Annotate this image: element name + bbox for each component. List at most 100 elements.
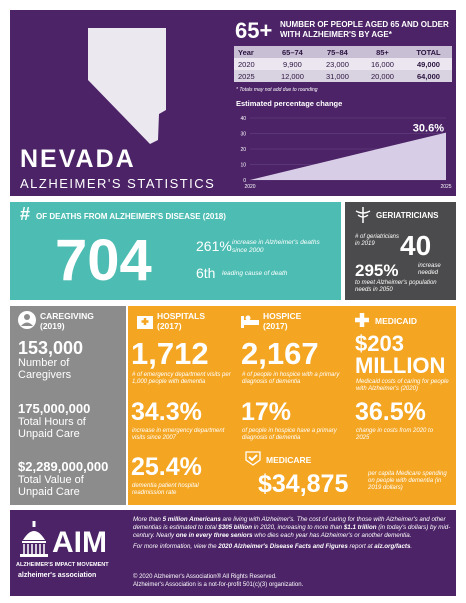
services-panel xyxy=(128,306,456,505)
text-run: 5 million Americans xyxy=(162,516,221,523)
hospice-icon xyxy=(241,315,259,328)
table-cell: 49,000 xyxy=(417,59,440,69)
footer-text: More than 5 million Americans are living… xyxy=(133,516,451,554)
deaths-rank-text: leading cause of death xyxy=(222,270,288,277)
footer-panel xyxy=(10,510,456,596)
hospice-stat-label: # of people in hospice with a primary di… xyxy=(242,372,340,385)
paragraph: For more information, view the 2020 Alzh… xyxy=(133,543,451,551)
text-run: More than xyxy=(133,516,163,523)
table-cell: 16,000 xyxy=(370,59,394,69)
table-row: 2025 12,000 31,000 20,000 64,000 xyxy=(234,70,452,82)
deaths-title: OF DEATHS FROM ALZHEIMER'S DISEASE (2018… xyxy=(36,212,226,221)
text-run: are living with Alzheimer's. The cost of… xyxy=(133,516,446,531)
medicaid-value: $203 xyxy=(355,331,404,356)
geriatricians-increase: 295% xyxy=(355,261,399,280)
end-label: 30.6% xyxy=(413,123,444,135)
y-tick-label: 0 xyxy=(243,178,246,184)
medicaid-icon xyxy=(355,313,369,327)
caregiving-title: CAREGIVING (2019) xyxy=(40,311,94,331)
text-run: who dies each year has Alzheimer's or an… xyxy=(252,532,412,539)
y-tick-label: 40 xyxy=(240,116,246,122)
deaths-panel xyxy=(10,202,341,300)
hospitals-year: (2017) xyxy=(157,321,182,331)
caduceus-icon xyxy=(355,207,371,223)
text-run: $305 billion xyxy=(218,524,252,531)
hospice-year: (2017) xyxy=(263,321,288,331)
caregiving-stat-label: Number of Caregivers xyxy=(18,357,72,381)
nevada-outline xyxy=(88,28,166,144)
deaths-rank: 6th xyxy=(196,265,216,281)
age-title: NUMBER OF PEOPLE AGED 65 AND OLDER WITH … xyxy=(280,20,449,39)
association: alzheimer's association xyxy=(18,572,97,579)
table-cell: 23,000 xyxy=(325,59,349,69)
hospitals-stat-label: dementia patient hospital readmission ra… xyxy=(132,483,199,496)
hospital-icon xyxy=(137,316,153,329)
medicaid-title: MEDICAID xyxy=(375,316,418,326)
caregiving-icon xyxy=(18,311,36,329)
medicare-title: MEDICARE xyxy=(266,455,312,465)
text-run: (in today's dollars) by mid-century. Nea… xyxy=(133,524,451,539)
table-cell: 2020 xyxy=(238,59,255,69)
medicare-text: per capita Medicare spending on people w… xyxy=(368,471,447,491)
age-table: Year 65–74 75–84 85+ TOTAL 2020 9,900 23,000 16,… xyxy=(234,46,452,82)
state-shape xyxy=(88,28,166,144)
capitol-icon xyxy=(20,521,48,557)
change-chart: 0 10 20 30 40 2020 2025 30.6% xyxy=(240,116,451,190)
medicaid-value-text: Medicaid costs of caring for people with… xyxy=(356,379,449,392)
x-tick-label: 2020 xyxy=(244,184,255,190)
table-header-cell: TOTAL xyxy=(416,47,441,57)
table-cell: 20,000 xyxy=(370,71,394,81)
hospice-title: HOSPICE (2017) xyxy=(263,311,301,331)
hospitals-stat-value: 25.4% xyxy=(131,453,202,481)
geriatricians-count: 40 xyxy=(400,230,432,261)
text-run: alz.org/facts xyxy=(374,543,411,550)
caregiving-year: (2019) xyxy=(40,321,65,331)
table-cell: 64,000 xyxy=(417,71,440,81)
caregiving-title-text: CAREGIVING xyxy=(40,311,94,321)
medicare-value: $34,875 xyxy=(258,470,349,498)
geriatricians-count-text: # of geriatricians in 2019 xyxy=(355,234,400,247)
table-header-cell: 85+ xyxy=(376,47,389,57)
caregiving-stat-value: 153,000 xyxy=(18,338,84,358)
hospitals-stat-value: 1,712 xyxy=(131,336,209,371)
y-tick-label: 30 xyxy=(240,132,246,138)
hospitals-title-text: HOSPITALS xyxy=(157,311,206,321)
medicaid-change: 36.5% xyxy=(355,398,426,426)
deaths-increase-text: increase in Alzheimer's deaths since 200… xyxy=(232,239,320,254)
y-tick-label: 10 xyxy=(240,163,246,169)
geriatricians-title: GERIATRICIANS xyxy=(376,211,439,220)
table-header-cell: 75–84 xyxy=(327,47,348,57)
x-tick-label: 2025 xyxy=(440,184,451,190)
table-note: * Totals may not add due to rounding xyxy=(236,87,318,93)
subtitle: ALZHEIMER'S STATISTICS xyxy=(20,176,216,191)
hospitals-stat-label: # of emergency department visits per 1,0… xyxy=(132,372,231,385)
hospice-stat-value: 17% xyxy=(241,398,292,426)
logo: AIM xyxy=(52,526,107,559)
text-run: For more information, view the xyxy=(133,543,219,550)
hospice-title-text: HOSPICE xyxy=(263,311,302,321)
medicaid-change-text: change in costs from 2020 to 2025 xyxy=(356,428,434,441)
text-run: . xyxy=(410,543,413,550)
table-cell: 2025 xyxy=(238,71,255,81)
text-run: $1.1 trillion xyxy=(343,524,377,531)
caregiving-stat-label: Total Value of Unpaid Care xyxy=(18,474,84,498)
logo-text: ALZHEIMER'S IMPACT MOVEMENT xyxy=(16,562,109,568)
table-header-row: Year 65–74 75–84 85+ TOTAL xyxy=(234,46,452,58)
caregiving-stat-value: $2,289,000,000 xyxy=(18,459,109,474)
age-badge: 65+ xyxy=(235,18,273,43)
hospice-stat-value: 2,167 xyxy=(241,336,319,371)
table-header-cell: Year xyxy=(238,47,254,57)
table-cell: 12,000 xyxy=(280,71,304,81)
state-name: NEVADA xyxy=(20,145,136,173)
footer-legal: © 2020 Alzheimer's Association® All Righ… xyxy=(133,574,451,589)
text-run: 2020 Alzheimer's Disease Facts and Figur… xyxy=(218,543,348,550)
paragraph: More than 5 million Americans are living… xyxy=(133,516,451,540)
deaths-symbol: # xyxy=(20,204,31,224)
caregiving-stat-label: Total Hours of Unpaid Care xyxy=(18,416,86,440)
hospitals-stat-value: 34.3% xyxy=(131,398,202,426)
chart-title: Estimated percentage change xyxy=(236,99,343,108)
table-cell: 9,900 xyxy=(283,59,302,69)
